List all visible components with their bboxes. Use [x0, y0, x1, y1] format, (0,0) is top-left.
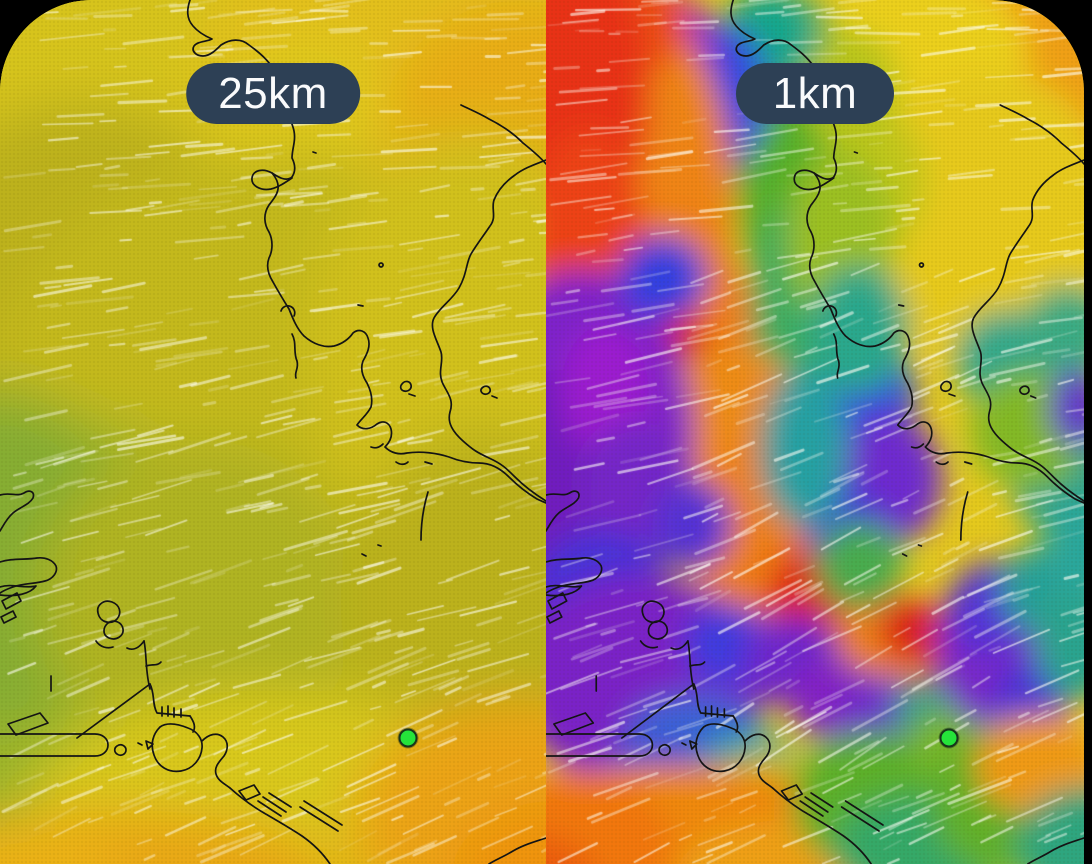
wind-speed-heatmap-fine	[546, 0, 1084, 864]
heatmap-blobs	[0, 0, 546, 864]
heatmap-blobs	[546, 0, 1084, 864]
map-panel-coarse[interactable]: 25km	[0, 0, 546, 864]
location-marker[interactable]	[398, 728, 418, 748]
map-panel-fine[interactable]: 1km	[546, 0, 1084, 864]
resolution-badge-25km: 25km	[186, 63, 360, 124]
wind-speed-heatmap-coarse	[0, 0, 546, 864]
resolution-badge-label: 25km	[218, 68, 328, 118]
location-marker[interactable]	[939, 728, 959, 748]
resolution-badge-1km: 1km	[736, 63, 894, 124]
resolution-badge-label: 1km	[772, 68, 858, 118]
